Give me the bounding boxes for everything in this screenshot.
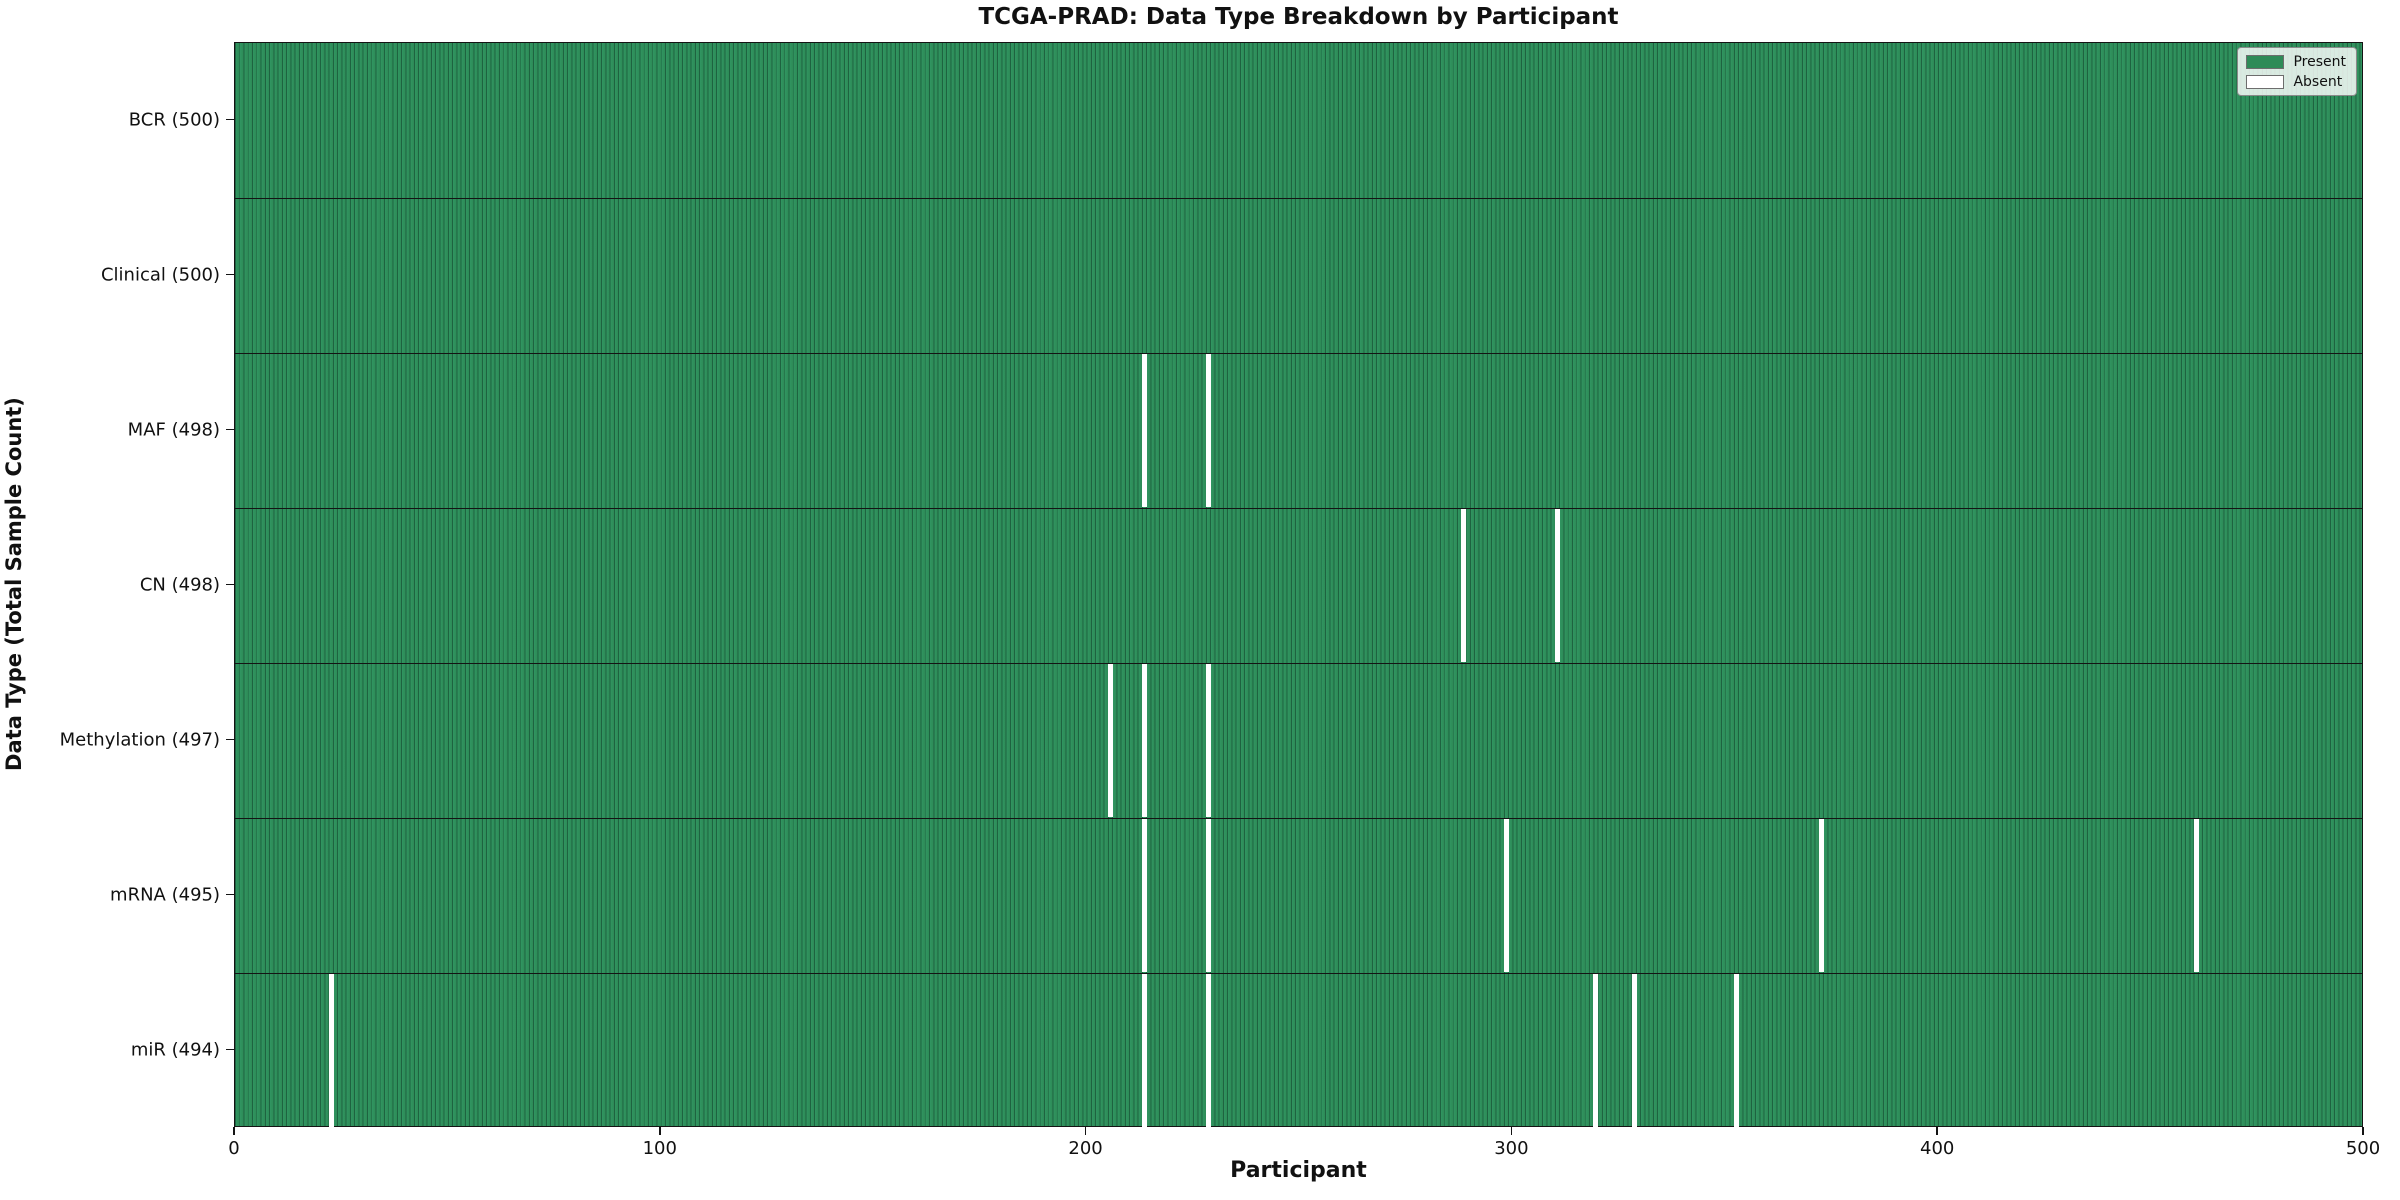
x-tick-mark — [2362, 1127, 2364, 1135]
row-divider — [235, 973, 2362, 975]
x-tick-label-400: 400 — [1920, 1138, 1955, 1159]
row-divider — [235, 663, 2362, 665]
y-tick-mark — [226, 118, 234, 121]
row-divider — [235, 818, 2362, 820]
absent-bar-CN-310 — [1554, 509, 1560, 662]
x-axis-title: Participant — [1230, 1158, 1367, 1183]
x-tick-mark — [1084, 1127, 1087, 1135]
y-tick-label-CN: CN (498) — [139, 574, 220, 595]
y-tick-label-miR: miR (494) — [130, 1039, 220, 1060]
x-tick-label-100: 100 — [642, 1138, 677, 1159]
legend-entry-present: Present — [2246, 55, 2346, 69]
y-tick-mark — [226, 1048, 234, 1051]
chart-title: TCGA-PRAD: Data Type Breakdown by Partic… — [978, 4, 1619, 30]
y-tick-mark — [226, 893, 234, 896]
legend-label-present: Present — [2293, 54, 2346, 70]
x-tick-mark — [659, 1127, 661, 1135]
y-tick-label-MAF: MAF (498) — [127, 419, 220, 440]
legend-entry-absent: Absent — [2246, 75, 2346, 89]
y-tick-label-Methylation: Methylation (497) — [59, 729, 220, 750]
legend-label-absent: Absent — [2293, 74, 2343, 90]
x-tick-label-0: 0 — [228, 1138, 240, 1159]
present-swatch-icon — [2246, 55, 2285, 69]
x-tick-label-500: 500 — [2345, 1138, 2381, 1159]
absent-swatch-icon — [2246, 75, 2285, 89]
x-tick-mark — [1936, 1127, 1938, 1135]
absent-bar-mRNA-228 — [1205, 819, 1211, 972]
y-tick-mark — [226, 583, 234, 586]
absent-bar-mRNA-460 — [2193, 819, 2199, 972]
y-tick-mark — [226, 738, 234, 741]
x-tick-label-300: 300 — [1494, 1138, 1529, 1159]
absent-bar-MAF-228 — [1205, 354, 1211, 507]
absent-bar-mRNA-213 — [1141, 819, 1147, 972]
y-tick-mark — [226, 273, 234, 276]
y-tick-mark — [226, 428, 234, 431]
plot-area: Present Absent — [234, 42, 2363, 1127]
absent-bar-CN-288 — [1461, 509, 1467, 662]
row-divider — [235, 508, 2362, 510]
absent-bar-mRNA-298 — [1503, 819, 1509, 972]
absent-bar-miR-328 — [1631, 974, 1637, 1127]
x-tick-label-200: 200 — [1068, 1138, 1103, 1159]
row-divider — [235, 353, 2362, 355]
absent-bar-Methylation-205 — [1107, 664, 1113, 817]
legend: Present Absent — [2237, 47, 2357, 96]
absent-bar-mRNA-372 — [1818, 819, 1824, 972]
y-tick-label-BCR: BCR (500) — [128, 109, 220, 130]
y-tick-label-mRNA: mRNA (495) — [110, 884, 220, 905]
x-tick-mark — [233, 1127, 235, 1135]
absent-bar-Methylation-228 — [1205, 664, 1211, 817]
absent-bar-miR-352 — [1733, 974, 1739, 1127]
y-tick-label-Clinical: Clinical (500) — [100, 264, 220, 285]
absent-bar-miR-213 — [1141, 974, 1147, 1127]
absent-bar-MAF-213 — [1141, 354, 1147, 507]
absent-bar-miR-319 — [1593, 974, 1599, 1127]
absent-bar-Methylation-213 — [1141, 664, 1147, 817]
absent-bar-miR-228 — [1205, 974, 1211, 1127]
row-divider — [235, 198, 2362, 200]
absent-bar-miR-22 — [328, 974, 334, 1127]
x-tick-mark — [1510, 1127, 1513, 1135]
